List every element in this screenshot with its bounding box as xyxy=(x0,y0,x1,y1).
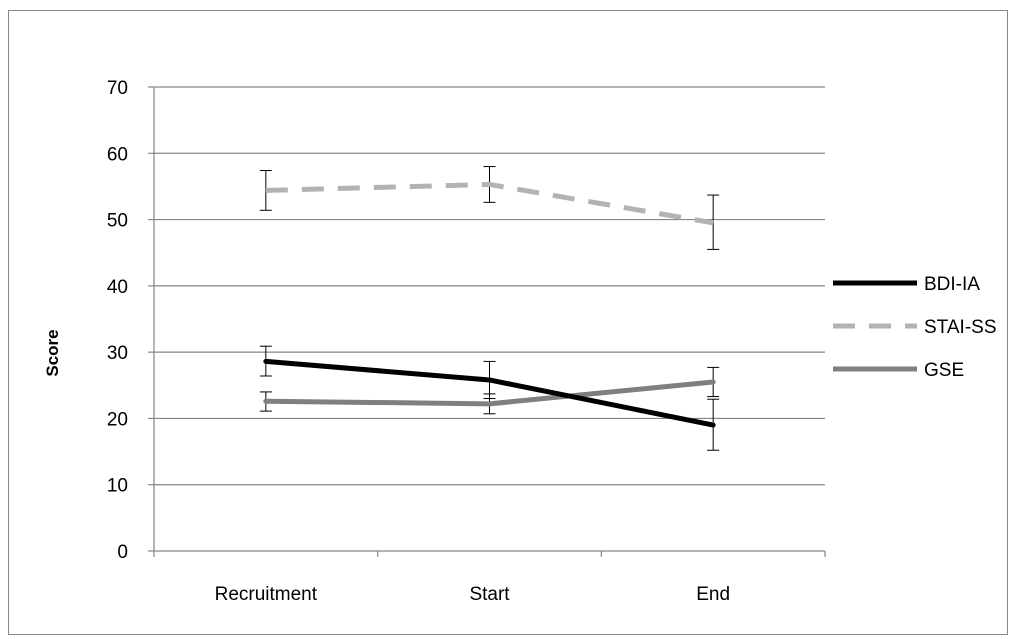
series-line-stai-ss xyxy=(265,181,714,226)
y-tick-label: 10 xyxy=(107,476,128,497)
y-axis-title: Score xyxy=(43,329,62,376)
x-tick-label: Start xyxy=(469,584,510,605)
legend-item: GSE xyxy=(833,360,964,381)
y-tick-labels: 0 10 20 30 40 50 60 70 xyxy=(107,78,128,563)
series-line-bdi-ia xyxy=(263,358,716,428)
series-line-gse xyxy=(263,379,716,407)
gridlines xyxy=(154,86,825,486)
legend-label: BDI-IA xyxy=(924,274,980,295)
y-tick-label: 70 xyxy=(107,78,128,99)
axes xyxy=(148,86,826,557)
series-lines xyxy=(263,181,716,428)
y-tick-label: 20 xyxy=(107,409,128,430)
error-bars xyxy=(259,166,720,451)
x-tick-labels: Recruitment Start End xyxy=(215,584,730,605)
y-tick-label: 0 xyxy=(117,542,128,563)
chart-frame xyxy=(8,10,1008,635)
y-tick-label: 30 xyxy=(107,343,128,364)
legend-item: BDI-IA xyxy=(833,274,980,295)
y-tick-label: 60 xyxy=(107,144,128,165)
legend-item: STAI-SS xyxy=(833,317,997,338)
y-tick-label: 40 xyxy=(107,277,128,298)
legend: BDI-IA STAI-SS GSE xyxy=(833,274,997,381)
x-tick-label: End xyxy=(696,584,730,605)
y-tick-label: 50 xyxy=(107,211,128,232)
x-tick-label: Recruitment xyxy=(215,584,318,605)
legend-label: STAI-SS xyxy=(924,317,997,338)
legend-label: GSE xyxy=(924,360,964,381)
